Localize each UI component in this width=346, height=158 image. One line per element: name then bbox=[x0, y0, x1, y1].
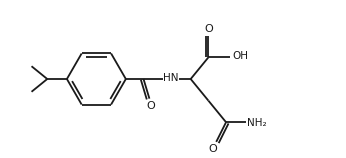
Text: O: O bbox=[146, 100, 155, 111]
Text: HN: HN bbox=[163, 73, 179, 83]
Text: O: O bbox=[204, 24, 213, 34]
Text: OH: OH bbox=[233, 51, 249, 61]
Text: O: O bbox=[208, 144, 217, 154]
Text: NH₂: NH₂ bbox=[247, 118, 266, 128]
